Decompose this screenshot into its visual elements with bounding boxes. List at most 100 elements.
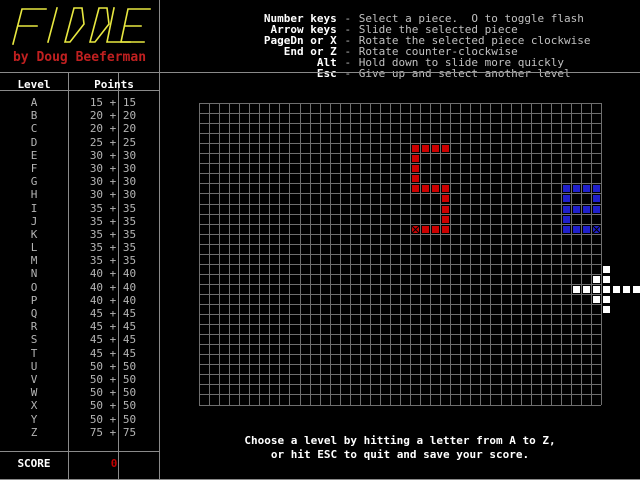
- level-row[interactable]: Y 50 + 50: [0, 413, 159, 426]
- piece-red-cell[interactable]: [442, 225, 450, 233]
- piece-white-cell[interactable]: [582, 285, 590, 293]
- piece-white-cell[interactable]: [592, 275, 600, 283]
- piece-blue-cell[interactable]: [562, 185, 570, 193]
- level-row[interactable]: C 20 + 20: [0, 122, 159, 135]
- piece-red-cell[interactable]: [412, 175, 420, 183]
- level-row[interactable]: O 40 + 40: [0, 281, 159, 294]
- piece-red-cell[interactable]: [432, 145, 440, 153]
- grid-line-horizontal: [199, 233, 601, 235]
- piece-red-cell[interactable]: [442, 215, 450, 223]
- footer-line-1: Choose a level by hitting a letter from …: [244, 434, 556, 447]
- level-row[interactable]: J 35 + 35: [0, 215, 159, 228]
- piece-blue-cell[interactable]: [592, 195, 600, 203]
- grid-line-horizontal: [199, 394, 601, 396]
- piece-blue-cell[interactable]: [582, 225, 590, 233]
- level-row[interactable]: X 50 + 50: [0, 399, 159, 412]
- level-letter: D: [30, 135, 38, 149]
- level-row[interactable]: A 15 + 15: [0, 96, 159, 109]
- help-desc: Hold down to slide more quickly: [358, 56, 565, 69]
- level-letter: Z: [30, 425, 38, 439]
- help-key: Alt: [316, 56, 337, 69]
- level-row[interactable]: N 40 + 40: [0, 267, 159, 280]
- piece-white-cell[interactable]: [592, 295, 600, 303]
- piece-white-cell[interactable]: [603, 285, 611, 293]
- level-row[interactable]: U 50 + 50: [0, 360, 159, 373]
- piece-red-cell[interactable]: [412, 155, 420, 163]
- grid-line-horizontal: [199, 193, 601, 195]
- piece-red-cell[interactable]: [412, 145, 420, 153]
- level-row[interactable]: G 30 + 30: [0, 175, 159, 188]
- level-letter: W: [30, 386, 38, 400]
- help-row: End or Z - Rotate counter-clockwise: [163, 35, 637, 57]
- piece-red-cell[interactable]: [422, 225, 430, 233]
- piece-blue-cell[interactable]: [572, 225, 580, 233]
- piece-red-cell[interactable]: [442, 205, 450, 213]
- piece-blue-cell[interactable]: [592, 225, 600, 233]
- piece-red-cell[interactable]: [442, 185, 450, 193]
- piece-blue-cell[interactable]: [582, 185, 590, 193]
- board-grid[interactable]: [199, 103, 602, 406]
- piece-white-cell[interactable]: [603, 265, 611, 273]
- piece-blue-cell[interactable]: [562, 195, 570, 203]
- grid-line-horizontal: [199, 273, 601, 275]
- grid-line-horizontal: [199, 263, 601, 265]
- piece-white-cell[interactable]: [603, 275, 611, 283]
- piece-red-cell[interactable]: [412, 185, 420, 193]
- piece-red-cell[interactable]: [442, 145, 450, 153]
- level-row[interactable]: F 30 + 30: [0, 162, 159, 175]
- level-points: 35 + 35: [89, 241, 137, 255]
- piece-blue-cell[interactable]: [562, 205, 570, 213]
- level-row[interactable]: E 30 + 30: [0, 149, 159, 162]
- level-row[interactable]: S 45 + 45: [0, 333, 159, 346]
- level-row[interactable]: K 35 + 35: [0, 228, 159, 241]
- score-value: 0: [110, 457, 118, 470]
- help-key: Number keys: [263, 12, 337, 25]
- level-points: 35 + 35: [89, 201, 137, 215]
- piece-white-cell[interactable]: [603, 295, 611, 303]
- piece-red-cell[interactable]: [432, 225, 440, 233]
- piece-white-cell[interactable]: [633, 285, 640, 293]
- level-row[interactable]: W 50 + 50: [0, 386, 159, 399]
- piece-white-cell[interactable]: [592, 285, 600, 293]
- help-dash: -: [344, 45, 352, 58]
- level-row[interactable]: P 40 + 40: [0, 294, 159, 307]
- level-row[interactable]: V 50 + 50: [0, 373, 159, 386]
- piece-white-cell[interactable]: [603, 306, 611, 314]
- grid-line-horizontal: [199, 123, 601, 125]
- piece-blue-cell[interactable]: [562, 225, 570, 233]
- piece-white-cell[interactable]: [623, 285, 631, 293]
- piece-red-cell[interactable]: [422, 185, 430, 193]
- grid-line-horizontal: [199, 183, 601, 185]
- level-row[interactable]: B 20 + 20: [0, 109, 159, 122]
- piece-white-cell[interactable]: [613, 285, 621, 293]
- piece-red-cell[interactable]: [432, 185, 440, 193]
- level-points: 30 + 30: [89, 188, 137, 202]
- level-row[interactable]: Z 75 + 75: [0, 426, 159, 439]
- piece-red-cell[interactable]: [412, 225, 420, 233]
- grid-line-horizontal: [199, 404, 601, 406]
- piece-anchor-x-icon: [412, 225, 420, 233]
- grid-line-horizontal: [199, 223, 601, 225]
- column-header-points: Points: [94, 78, 134, 91]
- level-row[interactable]: R 45 + 45: [0, 320, 159, 333]
- level-letter: O: [30, 280, 38, 294]
- piece-red-cell[interactable]: [442, 195, 450, 203]
- level-row[interactable]: L 35 + 35: [0, 241, 159, 254]
- piece-red-cell[interactable]: [412, 165, 420, 173]
- piece-white-cell[interactable]: [572, 285, 580, 293]
- piece-blue-cell[interactable]: [572, 185, 580, 193]
- level-row[interactable]: I 35 + 35: [0, 202, 159, 215]
- level-row[interactable]: H 30 + 30: [0, 188, 159, 201]
- level-row[interactable]: T 45 + 45: [0, 347, 159, 360]
- level-row[interactable]: Q 45 + 45: [0, 307, 159, 320]
- piece-blue-cell[interactable]: [592, 185, 600, 193]
- level-row[interactable]: D 25 + 25: [0, 136, 159, 149]
- piece-red-cell[interactable]: [422, 145, 430, 153]
- piece-blue-cell[interactable]: [572, 205, 580, 213]
- piece-blue-cell[interactable]: [592, 205, 600, 213]
- level-letter: Y: [30, 412, 38, 426]
- piece-blue-cell[interactable]: [562, 215, 570, 223]
- game-board[interactable]: [199, 103, 640, 406]
- piece-blue-cell[interactable]: [582, 205, 590, 213]
- level-row[interactable]: M 35 + 35: [0, 254, 159, 267]
